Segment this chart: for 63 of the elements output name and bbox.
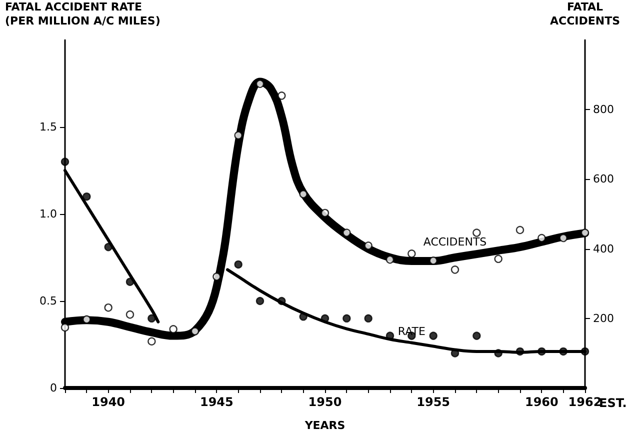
x-tick-label: 1960 <box>524 395 558 409</box>
series-label: RATE <box>398 324 426 338</box>
point <box>190 327 200 336</box>
point <box>450 266 460 274</box>
y-tick-label: 0.5 <box>40 294 57 308</box>
point <box>126 278 134 286</box>
point <box>472 228 481 237</box>
point <box>580 228 590 237</box>
y-tick-label: 1.0 <box>40 208 57 220</box>
point <box>299 312 308 321</box>
point <box>559 234 568 242</box>
point <box>559 347 568 356</box>
y2-tick-label: 600 <box>593 172 614 186</box>
point <box>494 254 502 263</box>
x-tick-label: 1945 <box>200 395 234 409</box>
y-tick-label: 1.5 <box>40 120 57 134</box>
point <box>538 234 546 242</box>
y-tick-label: 0 <box>50 382 57 394</box>
x-tick-label: 1940 <box>92 395 126 409</box>
y2-tick-label: 800 <box>593 103 614 116</box>
point <box>60 158 70 166</box>
point <box>472 332 481 340</box>
point <box>494 349 502 358</box>
point <box>320 314 330 322</box>
point <box>516 226 524 234</box>
point <box>386 255 394 264</box>
point <box>234 260 242 269</box>
point <box>429 256 438 265</box>
point <box>278 92 286 100</box>
point <box>299 190 308 198</box>
point <box>278 296 286 306</box>
y2-tick-label: 200 <box>593 312 614 325</box>
point <box>516 347 524 356</box>
point <box>256 296 264 306</box>
point <box>408 250 416 258</box>
x-axis-title: YEARS <box>304 419 346 432</box>
point <box>256 80 264 88</box>
x-tick-label: 1950 <box>308 395 342 409</box>
point <box>320 208 330 218</box>
point <box>82 315 91 324</box>
point <box>580 347 590 356</box>
series-label: ACCIDENTS <box>423 236 487 248</box>
y-axis-title: FATAL ACCIDENT RATE (PER MILLION A/C MILES) <box>5 0 160 28</box>
point <box>342 228 351 237</box>
point <box>148 314 156 322</box>
point <box>148 337 156 346</box>
point <box>126 310 134 319</box>
y2-axis-title: FATAL ACCIDENTS <box>550 0 620 28</box>
point <box>429 332 438 340</box>
point <box>169 325 178 334</box>
y2-tick-label: 400 <box>593 242 614 256</box>
point <box>538 347 546 356</box>
point <box>104 242 112 252</box>
point <box>82 192 91 201</box>
point <box>364 314 372 322</box>
x-tick-label: 1955 <box>416 395 450 409</box>
text: EST. <box>599 396 627 410</box>
point <box>212 272 221 281</box>
point <box>364 242 372 250</box>
point <box>234 131 242 140</box>
point <box>342 314 351 322</box>
point <box>104 304 112 312</box>
point <box>60 323 70 332</box>
